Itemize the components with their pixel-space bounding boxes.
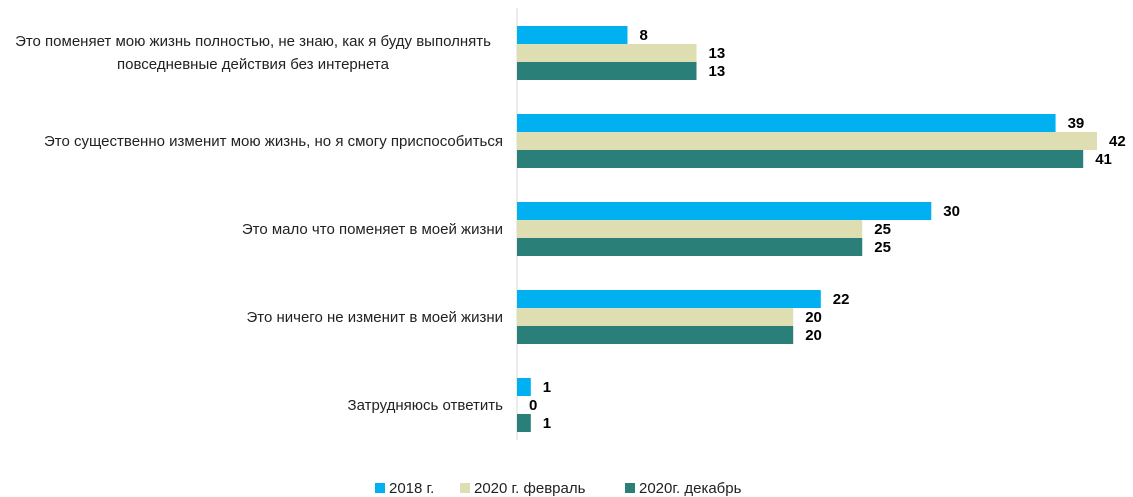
bar: [517, 378, 531, 396]
value-label: 30: [943, 203, 960, 220]
bar: [517, 414, 531, 432]
bar: [517, 62, 697, 80]
category-label: Это существенно изменит мою жизнь, но я …: [44, 132, 503, 150]
value-label: 39: [1068, 115, 1085, 132]
legend-label: 2020г. декабрь: [639, 480, 742, 497]
category-label-box: Это существенно изменит мою жизнь, но я …: [0, 101, 503, 181]
value-label: 41: [1095, 151, 1112, 168]
category-label: Затрудняюсь ответить: [347, 396, 503, 414]
bar: [517, 308, 794, 326]
bar: [517, 150, 1084, 168]
bar: [517, 220, 863, 238]
legend-swatch: [460, 483, 470, 493]
bar: [517, 132, 1097, 150]
legend-label: 2018 г.: [389, 480, 434, 497]
value-label: 20: [805, 327, 822, 344]
value-label: 22: [833, 291, 850, 308]
legend-swatch: [625, 483, 635, 493]
value-label: 1: [543, 379, 551, 396]
value-label: 8: [639, 27, 647, 44]
bar: [517, 290, 821, 308]
legend-swatch: [375, 483, 385, 493]
bar: [517, 114, 1056, 132]
value-label: 25: [874, 239, 891, 256]
value-label: 13: [709, 63, 726, 80]
category-label-box: Это мало что поменяет в моей жизни: [0, 189, 503, 269]
bar: [517, 202, 932, 220]
category-label-box: Это ничего не изменит в моей жизни: [0, 277, 503, 357]
bar: [517, 26, 628, 44]
bar: [517, 326, 794, 344]
category-label-box: Затрудняюсь ответить: [0, 365, 503, 445]
value-label: 42: [1109, 133, 1126, 150]
value-label: 13: [709, 45, 726, 62]
value-label: 20: [805, 309, 822, 326]
bar: [517, 44, 697, 62]
bar: [517, 238, 863, 256]
value-label: 0: [529, 397, 537, 414]
value-label: 25: [874, 221, 891, 238]
legend-label: 2020 г. февраль: [474, 480, 586, 497]
category-label: Это мало что поменяет в моей жизни: [241, 220, 503, 238]
category-label-box: Это поменяет мою жизнь полностью, не зна…: [0, 13, 503, 93]
category-label: Это ничего не изменит в моей жизни: [246, 308, 503, 326]
value-label: 1: [543, 415, 551, 432]
category-label: Это поменяет мою жизнь полностью, не зна…: [15, 33, 491, 73]
